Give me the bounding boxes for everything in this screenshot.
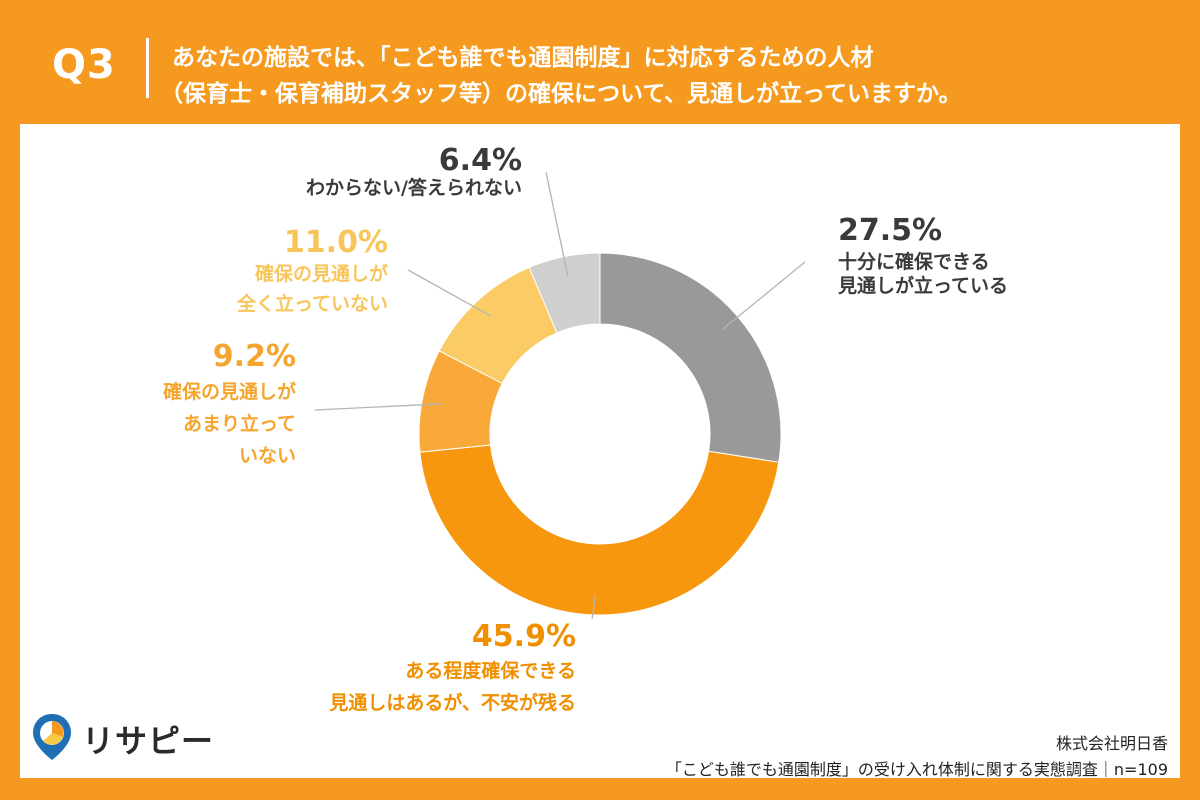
donut-slice-2	[419, 444, 780, 616]
slice-category-label-2: ある程度確保できる	[405, 659, 576, 682]
slice-category-label-4: 確保の見通しが	[255, 262, 388, 285]
survey-title: 「こども誰でも通園制度」の受け入れ体制に関する実態調査｜n=109	[665, 760, 1168, 779]
slice-percent-label-5: 6.4%	[439, 143, 522, 178]
slice-category-label-5: わからない/答えられない	[306, 176, 522, 199]
slice-percent-label-1: 27.5%	[838, 213, 942, 248]
slice-category-label-3: いない	[239, 445, 296, 467]
slice-category-label-3: あまり立って	[183, 412, 296, 435]
slice-percent-label-3: 9.2%	[213, 339, 296, 374]
leader-line-4	[407, 269, 491, 317]
donut-slice-5	[528, 252, 601, 334]
slice-category-label-1: 見通しが立っている	[838, 274, 1008, 297]
slice-category-label-1: 十分に確保できる	[838, 250, 990, 273]
leader-line-2	[591, 594, 597, 620]
chart-card: 27.5% 十分に確保できる 見通しが立っている 45.9% ある程度確保できる見通しは…	[20, 124, 1180, 780]
leader-line-5	[545, 171, 569, 277]
question-number: Q3	[52, 42, 116, 88]
leader-line-3	[314, 403, 442, 411]
pin-logo-icon	[33, 714, 71, 760]
slice-category-label-4: 全く立っていない	[236, 292, 388, 315]
slice-category-label-2: 見通しはあるが、不安が残る	[329, 691, 576, 714]
slice-percent-label-4: 11.0%	[284, 225, 388, 260]
question-line-1: あなたの施設では、「こども誰でも通園制度」に対応するための人材	[172, 45, 874, 71]
header: Q3 あなたの施設では、「こども誰でも通園制度」に対応するための人材 （保育士・…	[0, 0, 1200, 124]
slice-category-label-3: 確保の見通しが	[163, 380, 296, 403]
question-line-2: （保育士・保育補助スタッフ等）の確保について、見通しが立っていますか。	[160, 81, 962, 107]
source-note: 株式会社明日香 「こども誰でも通園制度」の受け入れ体制に関する実態調査｜n=10…	[666, 728, 1168, 780]
leader-line-1	[722, 261, 806, 330]
company-name: 株式会社明日香	[1055, 734, 1168, 753]
donut-slice-1	[599, 252, 782, 463]
slice-percent-label-2: 45.9%	[472, 619, 576, 654]
header-divider	[146, 38, 149, 98]
brand-logo: リサピー	[30, 712, 230, 762]
brand-logo-text: リサピー	[82, 722, 215, 760]
